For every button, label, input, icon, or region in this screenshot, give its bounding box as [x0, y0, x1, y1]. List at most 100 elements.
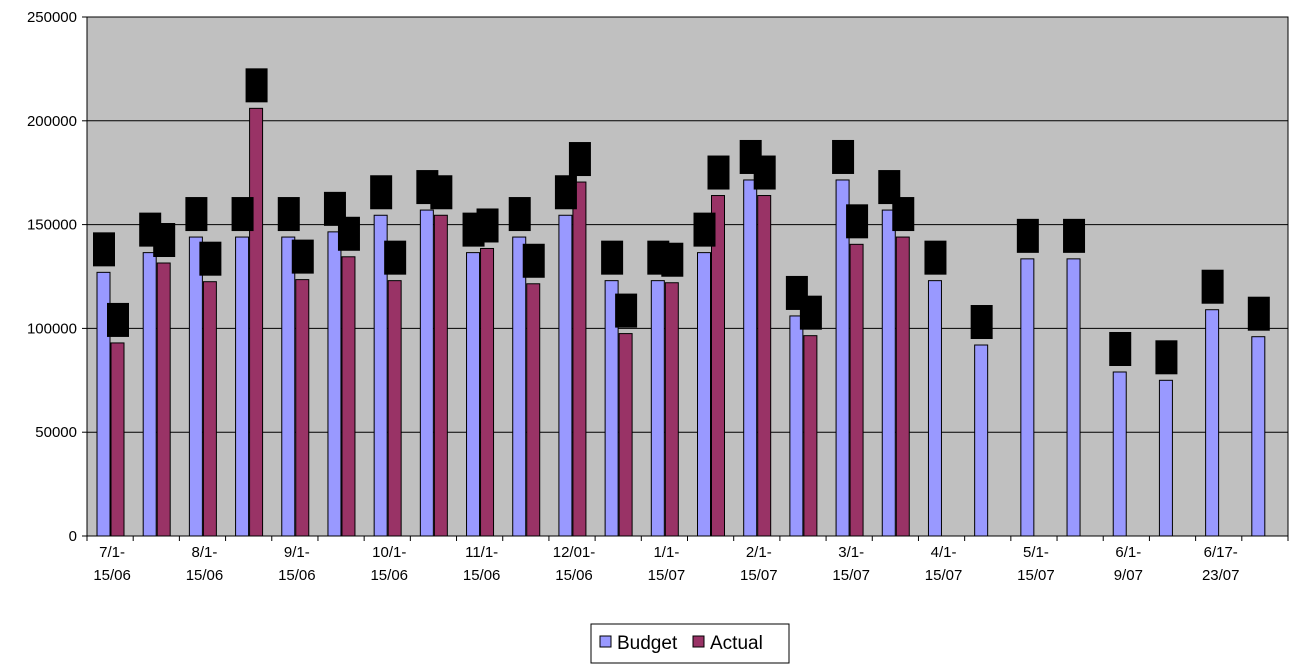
data-label-redaction — [707, 155, 730, 190]
bar-budget — [373, 214, 388, 537]
bar-actual — [295, 279, 310, 537]
data-label-redaction — [568, 142, 591, 177]
data-label-redaction — [337, 216, 360, 251]
legend-swatch-budget — [599, 635, 612, 648]
x-tick-label: 9/1- — [284, 544, 310, 561]
bar-actual — [895, 236, 910, 537]
bar-budget — [1205, 309, 1220, 537]
data-label-redaction — [107, 302, 129, 337]
x-tick-label: 6/17- — [1204, 544, 1238, 561]
data-label-redaction — [370, 175, 393, 210]
x-tick-label: 23/07 — [1202, 567, 1240, 584]
x-tick-label: 9/07 — [1114, 567, 1143, 584]
bar-budget — [974, 344, 989, 537]
data-label-redaction — [508, 197, 531, 232]
data-label-redaction — [554, 175, 577, 210]
bar-actual — [156, 262, 171, 537]
x-tick-label: 11/1- — [465, 544, 498, 561]
data-label-redaction — [1109, 331, 1132, 366]
data-label-redaction — [522, 243, 545, 278]
x-axis: 7/1- 15/06 8/1- 15/06 9/1- 15/06 10/1- 15/06 11/… — [86, 536, 1289, 584]
bar-actual — [711, 195, 725, 537]
x-tick-label: 5/1- — [1023, 544, 1049, 561]
bar-budget — [743, 179, 758, 537]
legend-box — [590, 623, 790, 664]
data-label-redaction — [93, 232, 115, 267]
redaction-overlays — [93, 68, 1270, 375]
data-label-redaction — [846, 204, 869, 239]
x-tick-label: 4/1- — [931, 544, 957, 561]
y-tick-label: 0 — [69, 528, 77, 545]
data-label-redaction — [1155, 340, 1178, 375]
y-tick-label: 50000 — [35, 424, 77, 441]
bar-actual — [387, 280, 402, 537]
bar-actual — [110, 342, 125, 537]
bar-actual — [803, 335, 818, 537]
x-tick-label: 3/1- — [838, 544, 864, 561]
bar-budget — [327, 231, 342, 537]
x-tick-label: 15/06 — [463, 567, 501, 584]
bar-budget — [466, 252, 481, 537]
data-label-redaction — [1063, 218, 1086, 253]
x-tick-label: 15/06 — [555, 567, 593, 584]
data-label-redaction — [924, 240, 947, 275]
data-label-redaction — [661, 242, 684, 277]
bar-budget — [558, 214, 573, 537]
bar-budget — [650, 280, 665, 537]
bar-actual — [480, 247, 495, 537]
data-label-redaction — [185, 197, 208, 232]
data-label-redaction — [601, 240, 624, 275]
bar-actual — [249, 107, 264, 537]
bar-actual — [433, 214, 448, 537]
data-label-redaction — [1016, 218, 1039, 253]
data-label-redaction — [476, 208, 499, 243]
bar-budget — [419, 209, 434, 537]
x-tick-label: 15/06 — [370, 567, 408, 584]
bar-budget — [697, 252, 711, 537]
bar-budget — [789, 315, 804, 537]
x-tick-label: 1/1- — [653, 544, 679, 561]
x-tick-label: 6/1- — [1115, 544, 1141, 561]
data-label-redaction — [615, 293, 638, 328]
data-label-redaction — [1201, 269, 1224, 304]
data-label-redaction — [892, 197, 915, 232]
y-tick-label: 150000 — [27, 217, 77, 234]
x-tick-label: 15/07 — [832, 567, 870, 584]
data-label-redaction — [693, 212, 716, 247]
y-axis: 0 50000 100000 150000 200000 250000 — [27, 9, 87, 545]
y-tick-label: 100000 — [27, 320, 77, 337]
x-tick-label: 15/06 — [93, 567, 131, 584]
bar-actual — [572, 181, 587, 537]
data-label-redaction — [753, 155, 776, 190]
data-label-redaction — [291, 239, 314, 274]
bar-budget — [881, 209, 896, 537]
bar-budget — [1158, 379, 1173, 537]
bar-budget — [604, 280, 619, 537]
legend-label-actual: Actual — [710, 633, 763, 654]
data-label-redaction — [878, 170, 901, 205]
data-label-redaction — [231, 197, 254, 232]
bar-budget — [1251, 336, 1266, 537]
x-tick-label: 15/07 — [648, 567, 686, 584]
x-tick-label: 12/01- — [553, 544, 596, 561]
bar-actual — [618, 333, 633, 537]
bar-budget — [1020, 258, 1035, 537]
x-tick-label: 8/1- — [192, 544, 218, 561]
bar-budget — [235, 236, 250, 537]
bar-budget — [188, 236, 203, 537]
x-tick-label: 15/07 — [925, 567, 963, 584]
x-tick-label: 15/07 — [740, 567, 778, 584]
data-label-redaction — [832, 139, 855, 174]
bar-budget — [927, 280, 942, 537]
bar-budget — [142, 252, 157, 537]
data-label-redaction — [1247, 296, 1270, 331]
data-label-redaction — [970, 305, 993, 340]
data-label-redaction — [277, 197, 300, 232]
data-label-redaction — [799, 295, 822, 330]
bar-budget — [1066, 258, 1081, 537]
bar-budget — [512, 236, 527, 537]
data-label-redaction — [430, 175, 453, 210]
data-label-redaction — [384, 240, 407, 275]
data-label-redaction — [245, 68, 268, 103]
